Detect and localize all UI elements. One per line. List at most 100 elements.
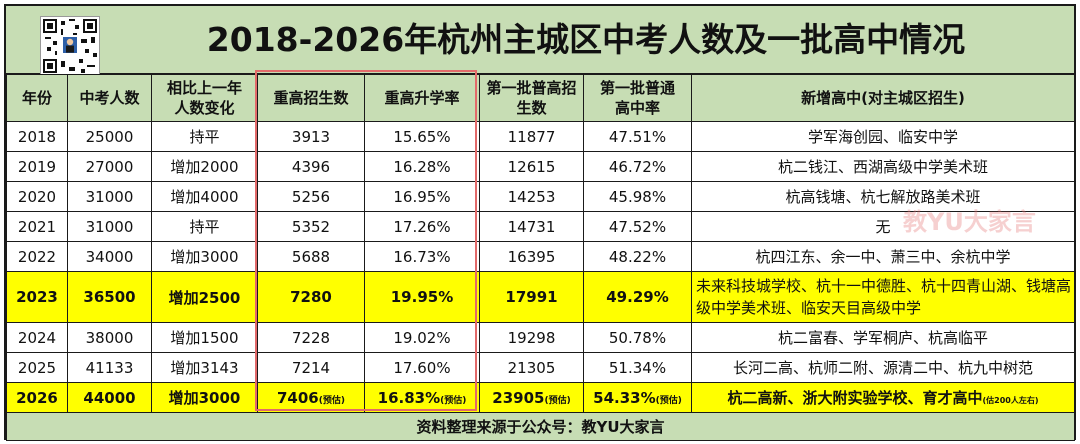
- table-row: 2022 34000 增加3000 5688 16.73% 16395 48.22% 杭四江东…: [6, 241, 1075, 272]
- header-new-schools: 新增高中(对主城区招生): [691, 74, 1075, 122]
- cell-new-schools: 未来科技城学校、杭十一中德胜、杭十四青山湖、钱塘高级中学美术班、临安天目高级中学: [691, 271, 1075, 323]
- cell-key-enroll: 3913: [257, 121, 365, 152]
- cell-students: 31000: [67, 181, 152, 212]
- cell-students: 34000: [67, 241, 152, 272]
- estimate-tag: (预估): [318, 395, 345, 406]
- cell-first-rate: 47.51%: [583, 121, 692, 152]
- header-students: 中考人数: [67, 74, 152, 122]
- cell-key-rate: 16.95%: [364, 181, 480, 212]
- estimate-note: (估200人左右): [982, 396, 1039, 405]
- cell-key-enroll: 5256: [257, 181, 365, 212]
- cell-new-schools: 杭二高新、浙大附实验学校、育才高中(估200人左右): [691, 382, 1075, 413]
- cell-year: 2022: [6, 241, 68, 272]
- cell-first-enroll: 21305: [479, 352, 584, 383]
- cell-change: 增加4000: [151, 181, 258, 212]
- cell-first-rate: 54.33%(预估): [583, 382, 692, 413]
- cell-students: 25000: [67, 121, 152, 152]
- cell-key-rate: 17.60%: [364, 352, 480, 383]
- cell-change: 持平: [151, 121, 258, 152]
- table-row: 2024 38000 增加1500 7228 19.02% 19298 50.78% 杭二富春…: [6, 322, 1075, 353]
- cell-students: 41133: [67, 352, 152, 383]
- cell-key-rate: 19.95%: [364, 271, 480, 323]
- cell-change: 增加1500: [151, 322, 258, 353]
- cell-first-enroll: 12615: [479, 151, 584, 182]
- cell-key-rate: 19.02%: [364, 322, 480, 353]
- cell-key-rate: 16.73%: [364, 241, 480, 272]
- cell-first-enroll: 23905(预估): [479, 382, 584, 413]
- cell-first-rate: 45.98%: [583, 181, 692, 212]
- cell-year: 2025: [6, 352, 68, 383]
- header-row: 年份 中考人数 相比上一年人数变化 重高招生数 重高升学率 第一批普高招生数 第…: [6, 74, 1075, 122]
- cell-change: 增加2500: [151, 271, 258, 323]
- header-change: 相比上一年人数变化: [151, 74, 258, 122]
- cell-first-rate: 50.78%: [583, 322, 692, 353]
- cell-year: 2023: [6, 271, 68, 323]
- cell-first-enroll: 11877: [479, 121, 584, 152]
- cell-key-enroll: 5352: [257, 211, 365, 242]
- cell-students: 27000: [67, 151, 152, 182]
- header-key-rate: 重高升学率: [364, 74, 480, 122]
- cell-change: 增加3000: [151, 241, 258, 272]
- cell-students: 44000: [67, 382, 152, 413]
- page-title: 2018-2026年杭州主城区中考人数及一批高中情况: [206, 20, 966, 59]
- cell-first-enroll: 14253: [479, 181, 584, 212]
- cell-students: 38000: [67, 322, 152, 353]
- cell-first-enroll: 19298: [479, 322, 584, 353]
- qr-code-icon: [40, 16, 100, 76]
- header-year: 年份: [6, 74, 68, 122]
- title-bar: 2018-2026年杭州主城区中考人数及一批高中情况: [6, 6, 1074, 76]
- cell-students: 31000: [67, 211, 152, 242]
- cell-first-rate: 51.34%: [583, 352, 692, 383]
- header-key-enroll: 重高招生数: [257, 74, 365, 122]
- table-row: 2019 27000 增加2000 4396 16.28% 12615 46.72% 杭二钱江…: [6, 151, 1075, 182]
- header-first-rate: 第一批普通高中率: [583, 74, 692, 122]
- cell-year: 2021: [6, 211, 68, 242]
- cell-year: 2026: [6, 382, 68, 413]
- cell-new-schools: 长河二高、杭师二附、源清二中、杭九中树范: [691, 352, 1075, 383]
- cell-year: 2019: [6, 151, 68, 182]
- cell-year: 2024: [6, 322, 68, 353]
- cell-students: 36500: [67, 271, 152, 323]
- cell-year: 2020: [6, 181, 68, 212]
- estimate-tag: (预估): [655, 395, 682, 406]
- data-table: 年份 中考人数 相比上一年人数变化 重高招生数 重高升学率 第一批普高招生数 第…: [6, 74, 1075, 441]
- cell-key-rate: 17.26%: [364, 211, 480, 242]
- cell-change: 持平: [151, 211, 258, 242]
- cell-first-rate: 48.22%: [583, 241, 692, 272]
- cell-key-enroll: 7406(预估): [257, 382, 365, 413]
- cell-key-enroll: 7280: [257, 271, 365, 323]
- cell-key-enroll: 4396: [257, 151, 365, 182]
- cell-new-schools: 无: [691, 211, 1075, 242]
- cell-year: 2018: [6, 121, 68, 152]
- source-note: 资料整理来源于公众号：教YU大家言: [6, 412, 1075, 441]
- cell-key-rate: 15.65%: [364, 121, 480, 152]
- cell-change: 增加3000: [151, 382, 258, 413]
- cell-new-schools: 杭二富春、学军桐庐、杭高临平: [691, 322, 1075, 353]
- cell-key-enroll: 7214: [257, 352, 365, 383]
- estimate-tag: (预估): [440, 395, 467, 406]
- cell-new-schools: 杭四江东、余一中、萧三中、余杭中学: [691, 241, 1075, 272]
- cell-first-rate: 49.29%: [583, 271, 692, 323]
- cell-new-schools: 杭高钱塘、杭七解放路美术班: [691, 181, 1075, 212]
- cell-key-enroll: 7228: [257, 322, 365, 353]
- cell-first-enroll: 17991: [479, 271, 584, 323]
- table-row: 2020 31000 增加4000 5256 16.95% 14253 45.98% 杭高钱塘…: [6, 181, 1075, 212]
- footer-row: 资料整理来源于公众号：教YU大家言: [6, 412, 1075, 441]
- header-first-enroll: 第一批普高招生数: [479, 74, 584, 122]
- table-row: 2018 25000 持平 3913 15.65% 11877 47.51% 学军海创园、临安…: [6, 121, 1075, 152]
- cell-new-schools: 学军海创园、临安中学: [691, 121, 1075, 152]
- cell-key-rate: 16.83%(预估): [364, 382, 480, 413]
- estimate-tag: (预估): [544, 395, 571, 406]
- cell-first-rate: 46.72%: [583, 151, 692, 182]
- cell-change: 增加2000: [151, 151, 258, 182]
- cell-key-rate: 16.28%: [364, 151, 480, 182]
- table-row: 2025 41133 增加3143 7214 17.60% 21305 51.34% 长河二高…: [6, 352, 1075, 383]
- cell-new-schools: 杭二钱江、西湖高级中学美术班: [691, 151, 1075, 182]
- table-row: 2023 36500 增加2500 7280 19.95% 17991 49.29% 未来科技…: [6, 271, 1075, 323]
- cell-first-enroll: 16395: [479, 241, 584, 272]
- cell-first-enroll: 14731: [479, 211, 584, 242]
- cell-key-enroll: 5688: [257, 241, 365, 272]
- table-row: 2021 31000 持平 5352 17.26% 14731 47.52% 无: [6, 211, 1075, 242]
- cell-change: 增加3143: [151, 352, 258, 383]
- cell-first-rate: 47.52%: [583, 211, 692, 242]
